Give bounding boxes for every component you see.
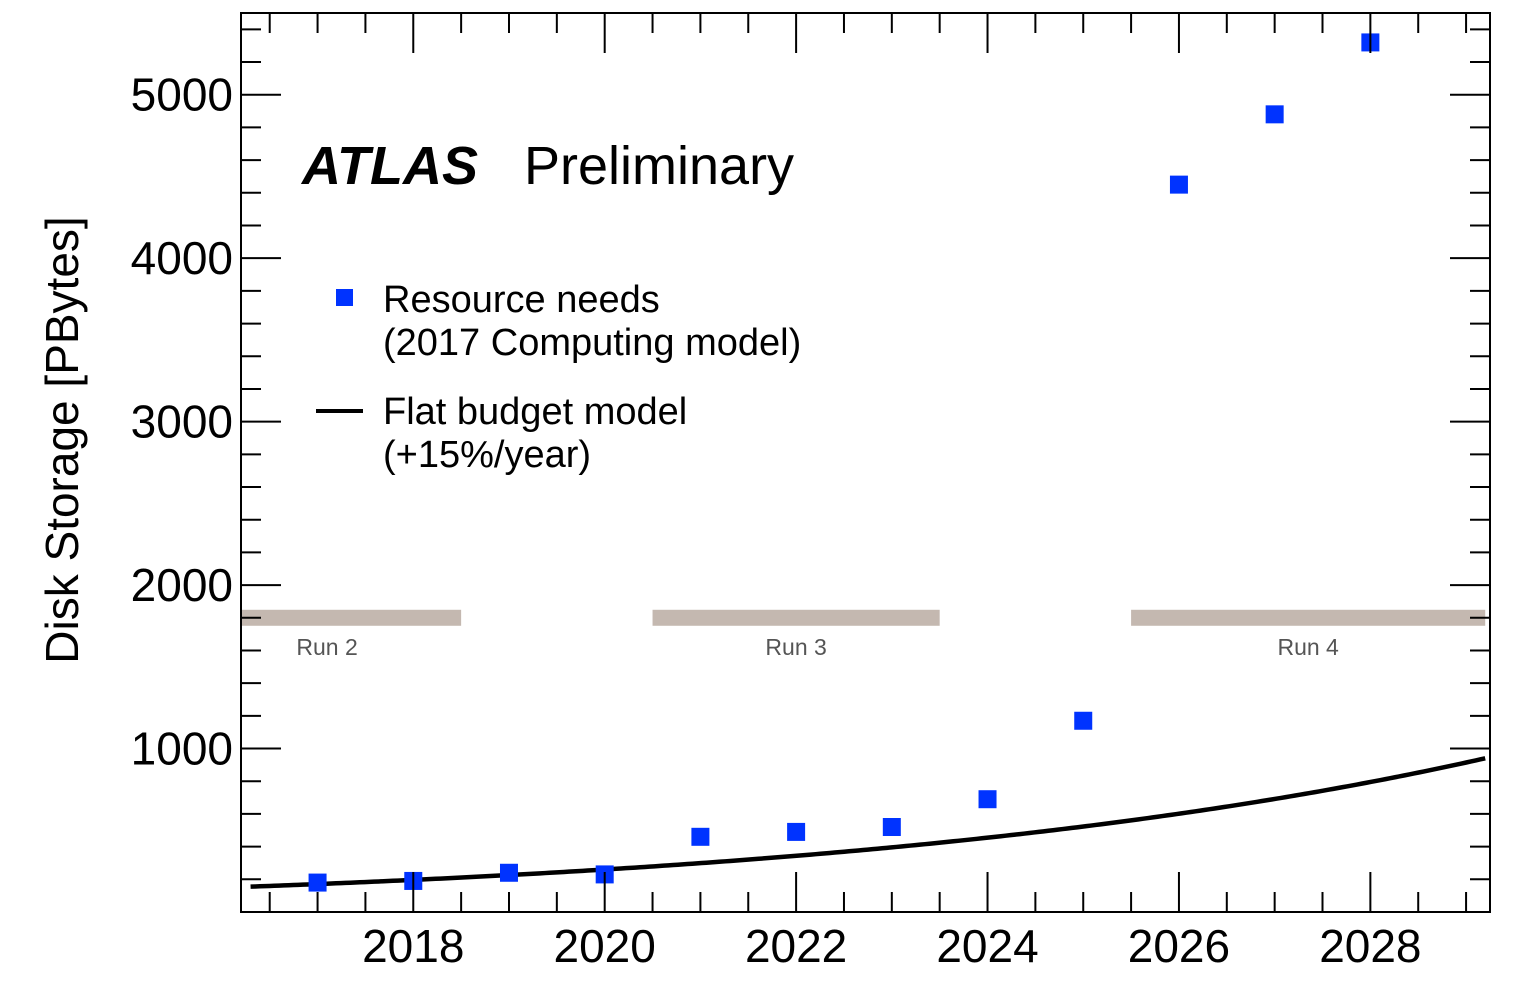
run-band-3 — [652, 609, 940, 626]
legend-resource-line2: (2017 Computing model) — [383, 322, 801, 364]
run-periods: Run 2 Run 3 Run 4 — [241, 609, 1486, 660]
x-tick-label-2026: 2026 — [1128, 920, 1230, 972]
run-band-4 — [1131, 609, 1486, 626]
y-tick-label-2000: 2000 — [131, 559, 233, 611]
x-tick-label-2020: 2020 — [554, 920, 656, 972]
flat-budget-series — [250, 756, 1486, 889]
y-axis-title: Disk Storage [PBytes] — [36, 216, 88, 663]
run-band-2 — [241, 609, 462, 626]
legend-marker-square — [336, 289, 353, 306]
run-label-3: Run 3 — [765, 634, 826, 660]
run-label-2: Run 2 — [296, 634, 357, 660]
preliminary-label: Preliminary — [524, 136, 794, 196]
y-tick-label-3000: 3000 — [131, 396, 233, 448]
atlas-label: ATLAS — [300, 136, 478, 196]
y-tick-label-1000: 1000 — [131, 723, 233, 775]
x-tick-label-2024: 2024 — [936, 920, 1038, 972]
legend-budget-line1: Flat budget model — [383, 391, 687, 433]
frame-rect — [240, 12, 1491, 913]
data-point-2019 — [499, 863, 518, 882]
data-point-2021 — [691, 827, 710, 846]
legend-resource-line1: Resource needs — [383, 279, 660, 321]
legend-budget-line2: (+15%/year) — [383, 434, 591, 476]
flat-budget-line — [250, 756, 1486, 889]
y-tick-label-5000: 5000 — [131, 69, 233, 121]
legend: Resource needs (2017 Computing model) Fl… — [316, 279, 801, 476]
data-point-2026 — [1169, 175, 1188, 194]
data-point-2017 — [308, 873, 327, 892]
x-tick-label-2018: 2018 — [362, 920, 464, 972]
x-axis-ticks: 2018 2020 2022 2024 2026 2028 — [268, 13, 1468, 972]
plot-frame — [240, 12, 1491, 913]
data-point-2023 — [882, 818, 901, 837]
data-point-2027 — [1265, 105, 1284, 124]
y-axis-ticks: 1000 2000 3000 4000 5000 — [131, 28, 1490, 881]
x-tick-label-2022: 2022 — [745, 920, 847, 972]
data-point-2022 — [787, 822, 806, 841]
data-point-2024 — [978, 790, 997, 809]
y-tick-label-4000: 4000 — [131, 232, 233, 284]
data-point-2025 — [1074, 711, 1093, 730]
run-label-4: Run 4 — [1277, 634, 1339, 660]
x-tick-label-2028: 2028 — [1319, 920, 1421, 972]
